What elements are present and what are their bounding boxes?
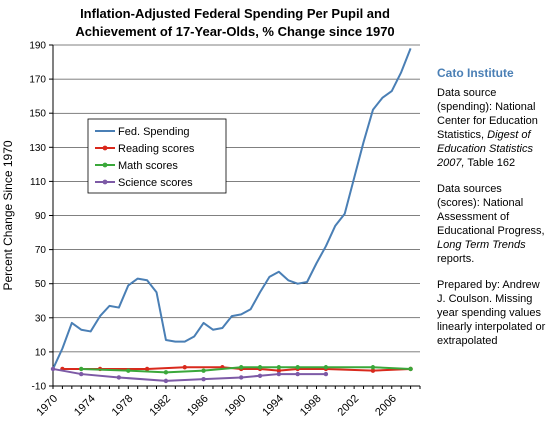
scores-source-reports: reports. [437,253,475,265]
y-tick-label: -10 [32,382,47,393]
series-point-science [257,373,263,378]
series-point-science [295,371,300,377]
y-tick-label: 50 [35,279,47,290]
y-tick-label: 130 [29,143,46,154]
chart-title-line-1: Inflation-Adjusted Federal Spending Per … [80,6,390,21]
y-tick-label: 110 [30,177,46,188]
series-point-math [408,366,413,372]
scores-source-note: Data sources (scores): National Assessme… [437,182,547,266]
chart-title-line-2: Achievement of 17-Year-Olds, % Change si… [75,24,395,39]
legend: Fed. Spending Reading scores Math scores Sc… [87,118,227,194]
x-tick-label: 1994 [260,393,286,419]
series-point-science [201,376,206,382]
series-point-reading [182,365,187,370]
legend-label-reading: Reading scores [118,143,195,155]
x-tick-label: 1970 [34,393,60,419]
series-point-science [79,371,84,377]
series-point-math [323,365,329,370]
series-point-math [276,365,282,370]
legend-label-fed: Fed. Spending [118,126,190,138]
spending-source-note: Data source (spending): National Center … [437,86,547,170]
spending-source-publication: Digest of Education Statistics 2007, [437,129,533,169]
x-tick-label: 1986 [185,393,211,419]
y-tick-label: 170 [29,75,46,86]
series-point-science [239,375,244,380]
legend-marker-reading [102,145,108,151]
series-point-reading [370,368,376,373]
legend-marker-math [102,162,108,168]
series-line-science [52,367,326,382]
series-line-fed [52,48,412,370]
series-line-reading [62,366,411,372]
series-point-math [295,365,300,370]
series-point-science [50,366,56,372]
chart-title: Inflation-Adjusted Federal Spending Per … [0,5,470,41]
x-tick-label: 2006 [373,393,399,419]
series-point-math [163,370,169,375]
legend-label-science: Science scores [118,177,193,189]
y-tick-label: 90 [35,211,47,222]
series-point-math [201,368,206,373]
spending-source-table: Table 162 [467,157,516,169]
sidebar-notes: Cato Institute Data source (spending): N… [437,66,547,360]
x-tick-label: 2002 [336,393,362,419]
y-tick-label: 10 [35,347,47,358]
y-tick-label: 70 [35,245,47,256]
series-point-science [163,378,169,384]
x-tick-label: 1974 [72,393,98,419]
x-tick-label: 1998 [298,393,324,419]
series-point-reading [144,366,150,372]
prepared-by-note: Prepared by: Andrew J. Coulson. Missing … [437,279,546,347]
series-point-science [323,371,329,377]
y-tick-label: 30 [35,313,47,324]
legend-marker-science [102,179,108,185]
series-point-math [239,365,244,370]
x-tick-label: 1982 [147,393,173,419]
series-point-science [276,371,282,377]
legend-label-math: Math scores [118,160,178,172]
y-tick-label: 190 [29,41,46,52]
x-tick-label: 1978 [110,393,136,419]
scores-source-publication: Long Term Trends [437,239,526,251]
series-point-math [257,365,263,370]
series-point-math [126,368,131,373]
series-point-science [116,375,122,380]
y-tick-label: 150 [29,109,46,120]
organization-name: Cato Institute [437,66,514,80]
series-point-math [79,366,84,372]
series-point-reading [276,368,282,373]
spending-source-text: Data source (spending): National Center … [437,87,538,141]
scores-source-text: Data sources (scores): National Assessme… [437,183,545,237]
series-point-math [370,365,376,370]
x-tick-label: 1990 [223,393,249,419]
y-axis-label: Percent Change Since 1970 [1,140,15,290]
